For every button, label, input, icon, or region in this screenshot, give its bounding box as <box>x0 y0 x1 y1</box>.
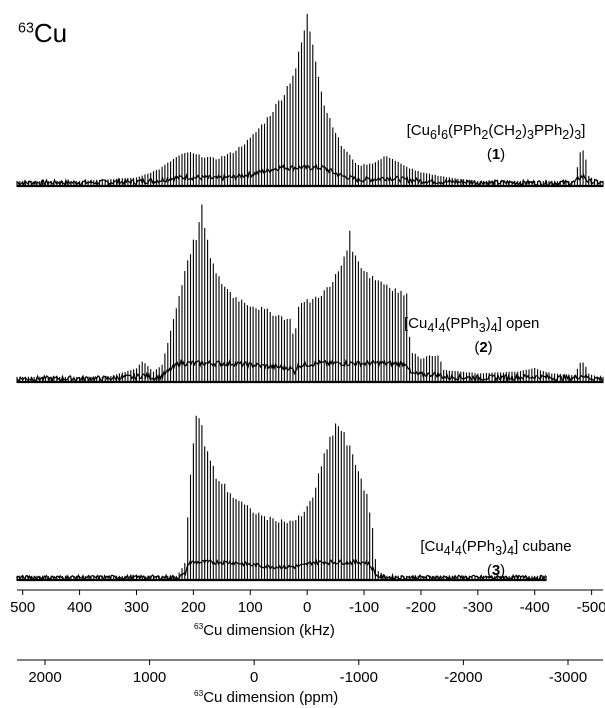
compound-label-3: [Cu4I4(PPh3)4] cubane (3) <box>404 537 588 580</box>
ppm-axis-title-text: Cu dimension (ppm) <box>203 689 339 706</box>
khz-tick-label: 500 <box>10 599 35 616</box>
khz-tick-label: 300 <box>124 599 149 616</box>
ppm-axis: 2000 1000 0 -1000 -2000 -3000 <box>17 659 603 686</box>
nucleus-label-mass: 63 <box>18 20 34 37</box>
khz-axis-title-mass: 63 <box>194 622 204 631</box>
ppm-tick-label: -3000 <box>549 669 587 686</box>
compound-number: (3) <box>486 562 506 579</box>
ppm-axis-title: 63Cu dimension (ppm) <box>194 689 338 706</box>
ppm-tick-label: -2000 <box>444 669 482 686</box>
compound-number: (2) <box>474 339 493 356</box>
spectrum-2 <box>16 204 604 384</box>
compound-label-2: [Cu4I4(PPh3)4] open (2) <box>404 314 564 357</box>
spectrum-1 <box>16 13 604 188</box>
ppm-tick-label: 2000 <box>28 669 61 686</box>
compound-formula: [Cu4I4(PPh3)4] cubane <box>420 538 572 558</box>
ppm-axis-title-mass: 63 <box>194 689 204 698</box>
khz-axis-title: 63Cu dimension (kHz) <box>194 622 335 639</box>
ppm-tick-label: -1000 <box>340 669 378 686</box>
ppm-tick-label: 1000 <box>133 669 166 686</box>
khz-tick-label: -300 <box>463 599 493 616</box>
nucleus-label: 63Cu <box>18 18 67 49</box>
khz-tick-label: -100 <box>349 599 379 616</box>
compound-label-1: [Cu6I6(PPh2(CH2)3PPh2)3] (1) <box>388 121 604 164</box>
khz-tick-label: -500 <box>577 599 605 616</box>
khz-axis-title-text: Cu dimension (kHz) <box>203 622 335 639</box>
khz-tick-label: 0 <box>303 599 311 616</box>
khz-tick-label: 200 <box>181 599 206 616</box>
spectrum-3 <box>16 415 547 582</box>
khz-tick-label: -200 <box>406 599 436 616</box>
khz-tick-label: 400 <box>67 599 92 616</box>
spectra-layer <box>16 13 604 582</box>
khz-axis: 500 400 300 200 100 0 -100 -200 -300 -400 -500 <box>10 589 605 616</box>
compound-formula: [Cu4I4(PPh3)4] open <box>404 315 540 335</box>
khz-tick-label: 100 <box>238 599 263 616</box>
compound-formula: [Cu6I6(PPh2(CH2)3PPh2)3] <box>406 122 586 142</box>
compound-number: (1) <box>486 146 506 163</box>
khz-tick-label: -400 <box>520 599 550 616</box>
nucleus-label-element: Cu <box>33 18 68 48</box>
ppm-tick-label: 0 <box>250 669 258 686</box>
